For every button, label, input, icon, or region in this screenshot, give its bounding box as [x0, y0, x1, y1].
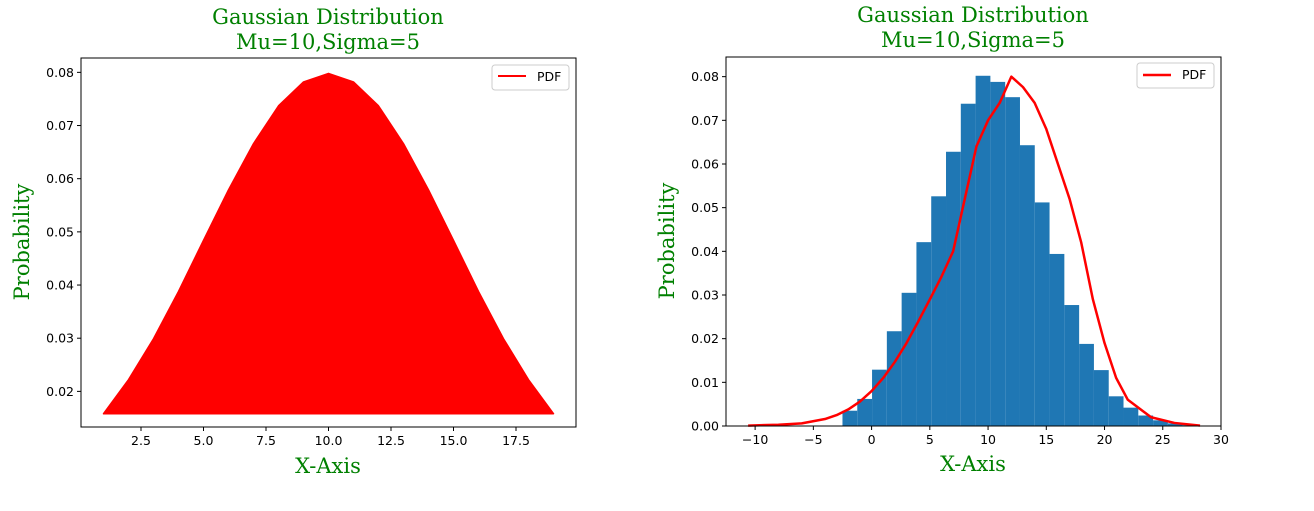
chart-left-title-line1: Gaussian Distribution	[212, 5, 444, 29]
histogram-bar	[1034, 202, 1050, 426]
histogram-bar	[931, 196, 947, 426]
chart-left-x-ticks: 2.5 5.0 7.5 10.0 12.5 15.0 17.5	[131, 427, 530, 448]
chart-right-axes-frame	[725, 56, 1222, 427]
chart-right-legend-label: PDF	[1182, 67, 1206, 82]
chart-left-ytick-label: 0.05	[46, 224, 74, 239]
chart-left: Gaussian Distribution Mu=10,Sigma=5 2.5 5…	[10, 5, 577, 478]
histogram-bar	[842, 410, 858, 426]
chart-left-legend: PDF	[491, 64, 570, 91]
chart-right-ytick-label: 0.00	[691, 419, 719, 434]
chart-right-ytick-label: 0.06	[691, 156, 719, 171]
chart-left-xtick-label: 7.5	[256, 433, 276, 448]
chart-left-xtick-label: 2.5	[131, 433, 151, 448]
chart-right-ytick-label: 0.08	[691, 69, 719, 84]
chart-right-ytick-label: 0.01	[691, 375, 719, 390]
histogram-bar	[1019, 145, 1035, 427]
histogram-bar	[872, 369, 887, 426]
chart-right-legend: PDF	[1136, 62, 1215, 89]
chart-left-ytick-label: 0.08	[46, 65, 74, 80]
chart-right-xtick-label: 25	[1155, 432, 1171, 447]
chart-right-ytick-label: 0.02	[691, 331, 719, 346]
chart-right-xtick-label: 5	[926, 432, 934, 447]
histogram-bar	[1167, 423, 1183, 426]
histogram-bar	[1108, 396, 1124, 426]
chart-left-xtick-label: 10.0	[315, 433, 343, 448]
chart-left-ytick-label: 0.03	[46, 331, 74, 346]
chart-right-ytick-label: 0.03	[691, 287, 719, 302]
chart-right-xlabel: X-Axis	[940, 452, 1006, 476]
chart-right-ylabel: Probability	[655, 183, 679, 300]
chart-left-plot-area	[102, 72, 555, 415]
histogram-bar	[1005, 97, 1020, 427]
chart-left-xtick-label: 15.0	[440, 433, 468, 448]
chart-left-title-line2: Mu=10,Sigma=5	[236, 30, 420, 54]
histogram-bar	[1064, 305, 1080, 426]
chart-right-xtick-label: 30	[1213, 432, 1229, 447]
histogram-bar	[901, 292, 917, 426]
chart-left-xtick-label: 5.0	[194, 433, 214, 448]
chart-left-ylabel: Probability	[10, 184, 34, 301]
histogram-bar	[1093, 370, 1109, 426]
chart-right-legend-box	[1136, 62, 1215, 89]
chart-right-xtick-label: −5	[804, 432, 822, 447]
chart-right-xtick-label: −10	[742, 432, 768, 447]
histogram-bar	[1138, 415, 1154, 426]
chart-left-ytick-label: 0.07	[46, 118, 74, 133]
chart-left-ytick-label: 0.06	[46, 171, 74, 186]
chart-right-pdf-line	[748, 75, 1201, 427]
chart-right: Gaussian Distribution Mu=10,Sigma=5 −10−…	[655, 3, 1229, 476]
chart-right-xtick-label: 20	[1097, 432, 1113, 447]
chart-left-legend-label: PDF	[537, 69, 561, 84]
chart-right-xtick-label: 10	[980, 432, 996, 447]
histogram-bar	[857, 398, 873, 426]
histogram-bar	[886, 331, 902, 426]
chart-right-pdf-series-line	[748, 75, 1201, 427]
chart-left-pdf-area	[102, 72, 555, 415]
chart-right-xtick-label: 15	[1038, 432, 1054, 447]
chart-right-title-line1: Gaussian Distribution	[857, 3, 1089, 27]
chart-left-xtick-label: 17.5	[502, 433, 530, 448]
chart-left-ytick-label: 0.02	[46, 384, 74, 399]
histogram-bar	[975, 75, 991, 426]
chart-left-y-ticks: 0.02 0.03 0.04 0.05 0.06 0.07 0.08	[46, 65, 81, 399]
chart-right-ytick-label: 0.04	[691, 244, 719, 259]
chart-left-xlabel: X-Axis	[295, 454, 361, 478]
histogram-bar	[1079, 343, 1094, 426]
chart-left-xtick-label: 12.5	[377, 433, 405, 448]
chart-right-xtick-label: 0	[868, 432, 876, 447]
histogram-bar	[960, 103, 976, 427]
histogram-bar	[1049, 253, 1065, 426]
histogram-bar	[1153, 420, 1168, 426]
chart-right-ytick-label: 0.07	[691, 113, 719, 128]
chart-left-ytick-label: 0.04	[46, 278, 74, 293]
chart-left-legend-box	[491, 64, 570, 91]
chart-right-ytick-label: 0.05	[691, 200, 719, 215]
histogram-bar	[916, 242, 932, 426]
chart-right-title-line2: Mu=10,Sigma=5	[881, 28, 1065, 52]
histogram-bar	[1123, 407, 1139, 426]
chart-right-y-ticks: 0.00 0.01 0.02 0.03 0.04 0.05 0.06 0.07 0.08	[691, 69, 726, 434]
histogram-bar	[990, 81, 1006, 427]
histogram-bar	[946, 151, 961, 427]
chart-right-x-ticks: −10 −5 0 5 10 15 20 25 30	[742, 426, 1229, 447]
chart-right-histogram	[842, 75, 1198, 427]
